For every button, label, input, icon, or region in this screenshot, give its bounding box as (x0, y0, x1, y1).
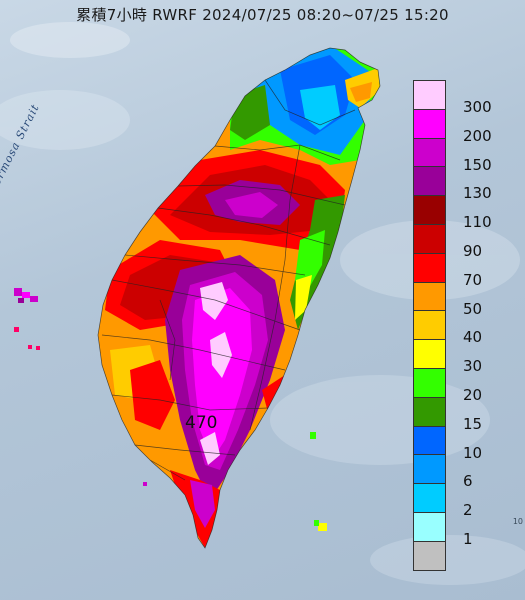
legend-swatch (413, 252, 446, 283)
legend-label: 130 (463, 184, 492, 203)
legend-swatch (413, 195, 446, 225)
legend-swatch (413, 425, 446, 456)
legend-label: 10 (463, 443, 483, 462)
offshore-rain-patches (14, 288, 327, 531)
legend-label: 150 (463, 155, 492, 174)
county-boundaries (97, 47, 381, 549)
legend-label: 30 (463, 357, 483, 376)
legend-swatch (413, 512, 446, 542)
legend-label: 6 (463, 472, 473, 491)
legend-swatch (413, 396, 446, 427)
legend-label: 15 (463, 414, 483, 433)
legend-swatch (413, 80, 446, 110)
legend-label: 90 (463, 242, 483, 260)
legend-swatch (413, 281, 446, 312)
legend-swatch (413, 224, 446, 254)
legend-label: 1 (463, 530, 473, 548)
legend-swatch (413, 137, 446, 168)
legend-swatch (413, 368, 446, 398)
legend-label: 2 (463, 501, 473, 520)
rainfall-legend: 300 200 150 130 110 90 70 50 40 30 20 15 10 6 2 1 (413, 80, 518, 571)
max-rainfall-label: 470 (185, 413, 218, 433)
taiwan-rainfall-field (98, 48, 380, 548)
edge-label: 10 (512, 517, 523, 526)
legend-swatch (413, 540, 446, 571)
legend-swatch (413, 454, 446, 485)
map-title: 累積7小時 RWRF 2024/07/25 08:20~07/25 15:20 (76, 6, 449, 24)
legend-swatch (413, 483, 446, 513)
legend-label: 110 (463, 213, 492, 232)
legend-swatch (413, 108, 446, 139)
legend-swatch (413, 339, 446, 369)
legend-label: 40 (463, 328, 483, 347)
legend-label: 50 (463, 299, 483, 318)
legend-swatch (413, 310, 446, 341)
legend-label: 300 (463, 98, 492, 116)
legend-swatch (413, 166, 446, 197)
legend-label: 70 (463, 270, 483, 289)
legend-label: 20 (463, 386, 483, 404)
legend-label: 200 (463, 126, 492, 145)
